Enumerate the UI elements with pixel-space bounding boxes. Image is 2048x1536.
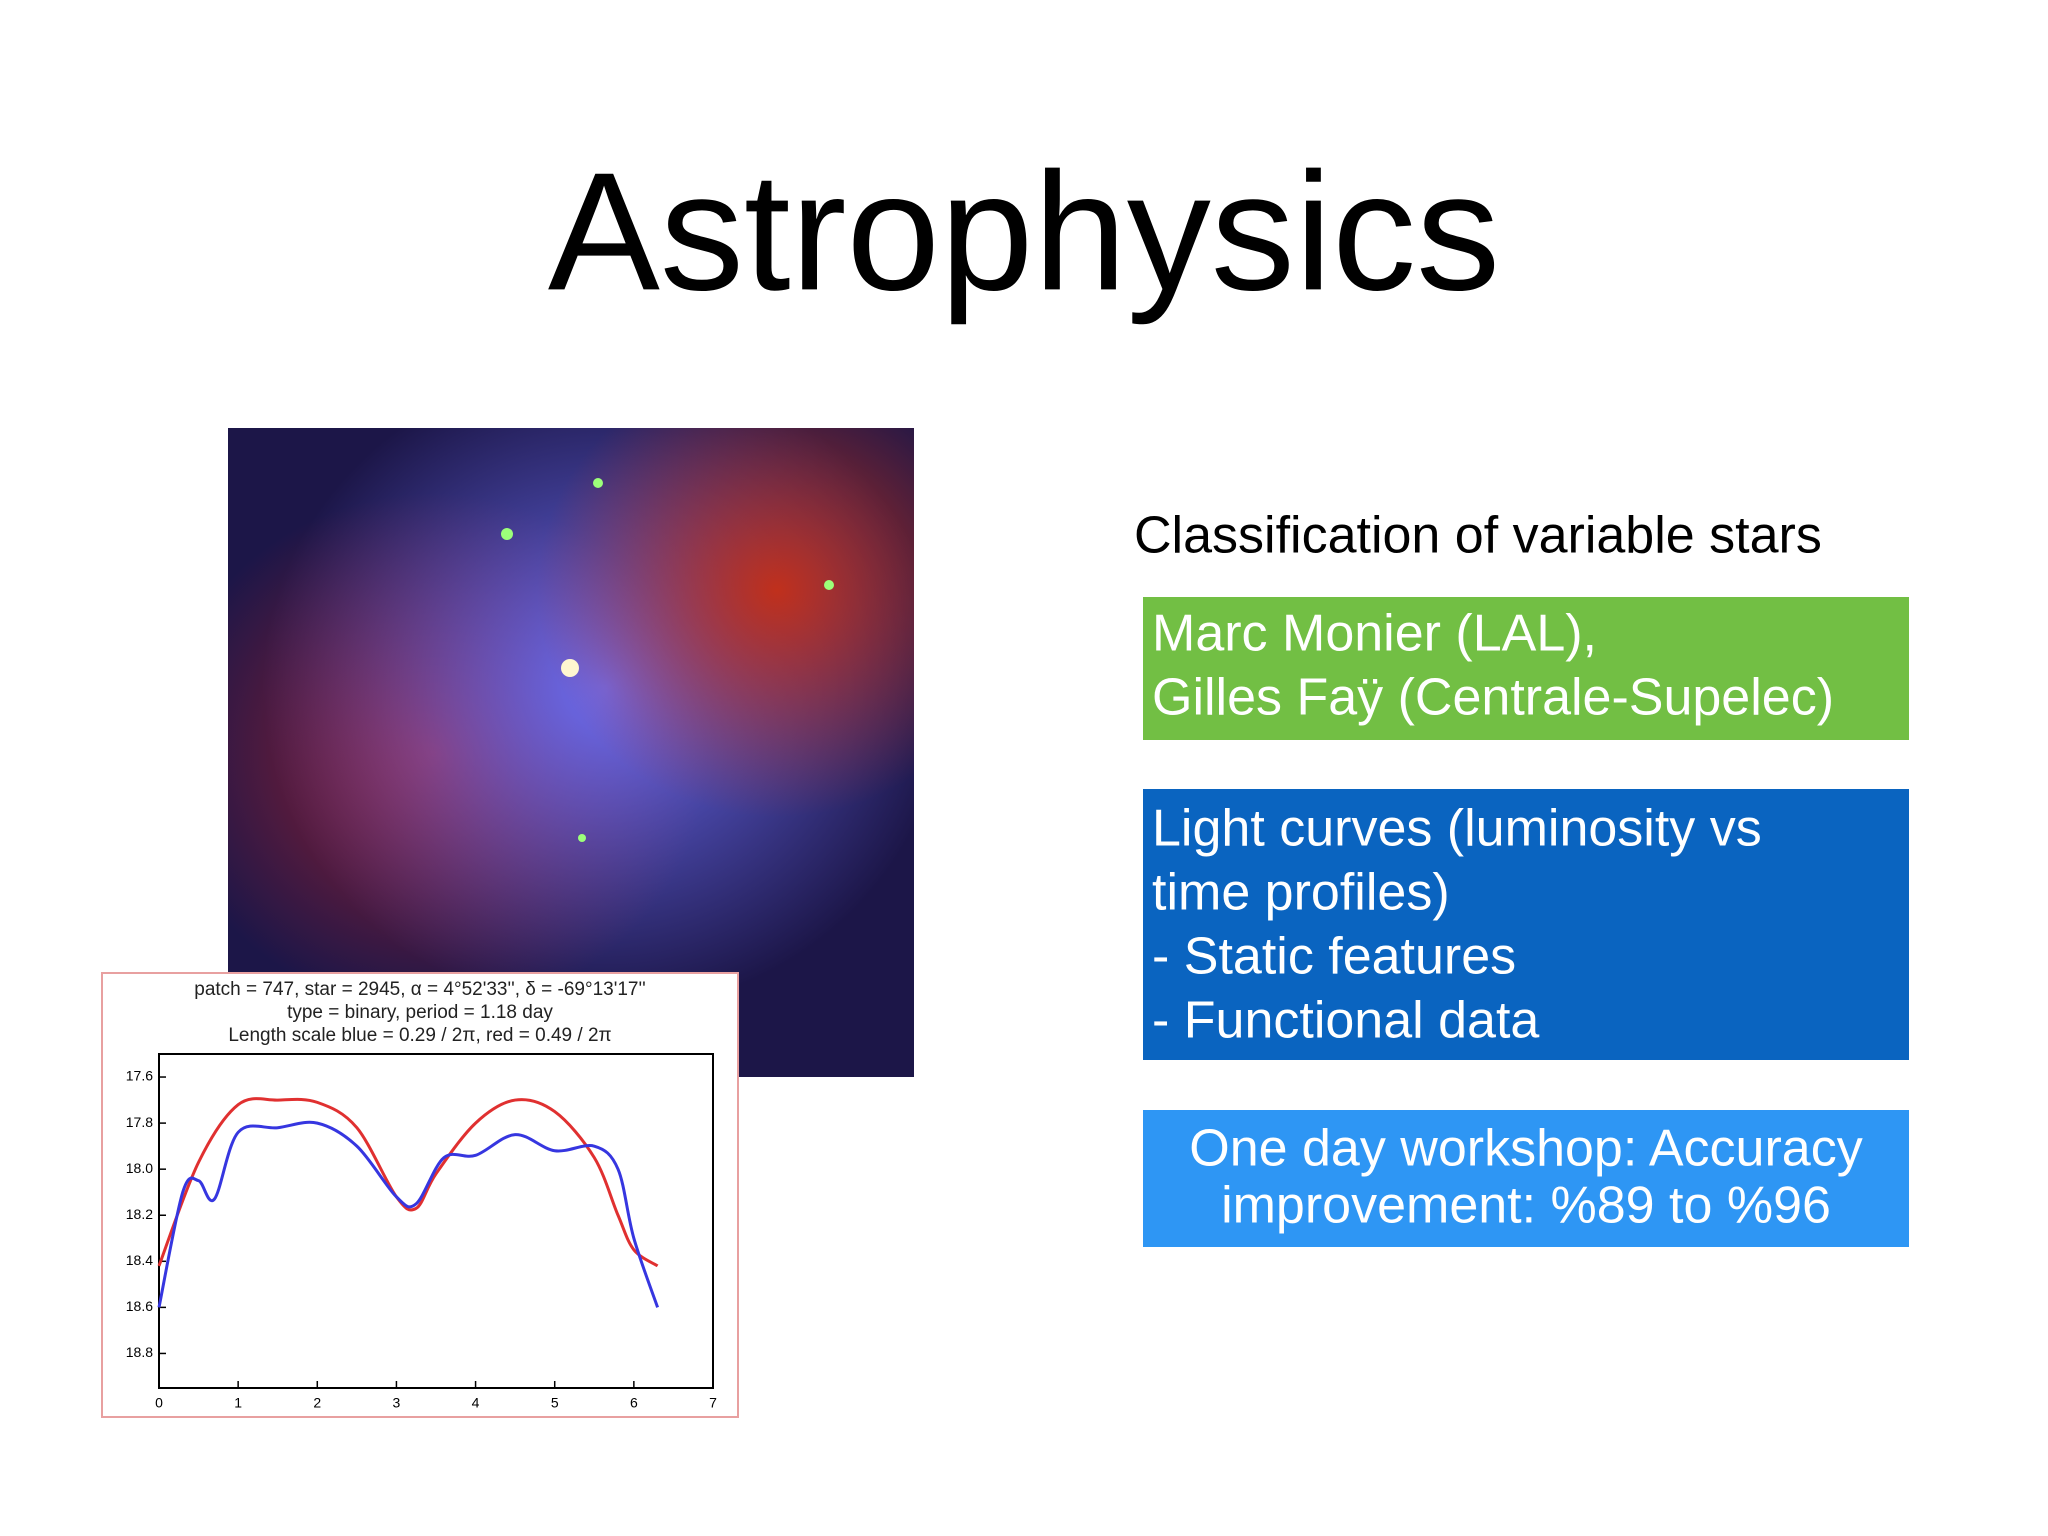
box-line: time profiles) xyxy=(1152,864,1450,922)
x-tick-label: 2 xyxy=(313,1395,321,1411)
result-box xyxy=(1143,1110,1909,1247)
y-tick-label: 18.8 xyxy=(126,1344,153,1360)
authors-box xyxy=(1143,597,1909,740)
method-box xyxy=(1143,789,1909,1060)
box-line: Light curves (luminosity vs xyxy=(1152,800,1762,858)
box-line: improvement: %89 to %96 xyxy=(1221,1177,1831,1235)
box-line: Gilles Faÿ (Centrale-Supelec) xyxy=(1152,669,1834,727)
x-tick-label: 4 xyxy=(472,1395,480,1411)
box-line: One day workshop: Accuracy xyxy=(1189,1120,1862,1178)
plot-axes xyxy=(158,1053,714,1389)
y-tick-label: 17.8 xyxy=(126,1114,153,1130)
x-tick-label: 6 xyxy=(630,1395,638,1411)
plot-header: Length scale blue = 0.29 / 2π, red = 0.4… xyxy=(228,1025,611,1046)
y-tick-label: 18.6 xyxy=(126,1298,153,1314)
light-curve xyxy=(157,1120,660,1308)
y-tick-label: 17.6 xyxy=(126,1068,153,1084)
subtitle: Classification of variable stars xyxy=(1134,507,1822,565)
y-tick-label: 18.0 xyxy=(126,1160,153,1176)
plot-header: type = binary, period = 1.18 day xyxy=(287,1002,553,1023)
box-texts: Marc Monier (LAL), Gilles Faÿ (Centrale-S… xyxy=(1152,605,1863,1235)
x-tick-label: 0 xyxy=(155,1395,163,1411)
x-tick-label: 7 xyxy=(709,1395,717,1411)
light-curve xyxy=(157,1097,659,1268)
y-tick-label: 18.2 xyxy=(126,1206,153,1222)
plot-header: patch = 747, star = 2945, α = 4°52'33'',… xyxy=(194,979,646,1000)
y-tick-label: 18.4 xyxy=(126,1252,153,1268)
x-tick-label: 3 xyxy=(393,1395,401,1411)
x-tick-label: 1 xyxy=(234,1395,242,1411)
box-line: Marc Monier (LAL), xyxy=(1152,605,1597,663)
nebula-image xyxy=(228,428,914,1077)
box-line: - Static features xyxy=(1152,928,1516,986)
slide-title: Astrophysics xyxy=(548,137,1500,325)
light-curve-plot: patch = 747, star = 2945, α = 4°52'33'',… xyxy=(126,979,717,1411)
box-line: - Functional data xyxy=(1152,992,1539,1050)
x-tick-label: 5 xyxy=(551,1395,559,1411)
